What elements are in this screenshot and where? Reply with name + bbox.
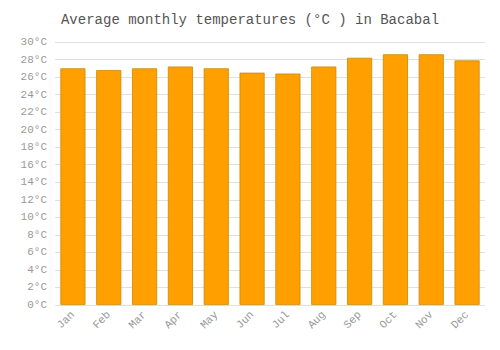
svg-text:10°C: 10°C xyxy=(21,211,48,223)
svg-text:22°C: 22°C xyxy=(21,106,48,118)
svg-text:Nov: Nov xyxy=(413,308,436,331)
svg-text:14°C: 14°C xyxy=(21,176,48,188)
svg-text:2°C: 2°C xyxy=(27,281,47,293)
svg-text:Jun: Jun xyxy=(234,309,256,331)
svg-text:6°C: 6°C xyxy=(27,246,47,258)
svg-text:18°C: 18°C xyxy=(21,141,48,153)
svg-text:12°C: 12°C xyxy=(21,194,48,206)
svg-text:Mar: Mar xyxy=(126,309,148,331)
svg-text:Average monthly temperatures (: Average monthly temperatures (°C ) in Ba… xyxy=(61,12,439,28)
svg-text:Sep: Sep xyxy=(341,309,363,331)
svg-text:Jul: Jul xyxy=(270,309,292,331)
svg-text:Dec: Dec xyxy=(449,309,471,331)
svg-text:16°C: 16°C xyxy=(21,159,48,171)
svg-text:0°C: 0°C xyxy=(27,299,47,311)
svg-text:28°C: 28°C xyxy=(21,54,48,66)
svg-text:Feb: Feb xyxy=(91,309,113,331)
svg-text:Aug: Aug xyxy=(306,309,328,331)
svg-text:Apr: Apr xyxy=(162,309,184,331)
svg-text:26°C: 26°C xyxy=(21,71,48,83)
svg-text:May: May xyxy=(198,308,221,331)
svg-text:30°C: 30°C xyxy=(21,36,48,48)
svg-text:4°C: 4°C xyxy=(27,264,47,276)
svg-text:20°C: 20°C xyxy=(21,124,48,136)
svg-text:Oct: Oct xyxy=(377,309,399,331)
svg-text:8°C: 8°C xyxy=(27,229,47,241)
svg-text:24°C: 24°C xyxy=(21,89,48,101)
svg-text:Jan: Jan xyxy=(55,309,77,331)
